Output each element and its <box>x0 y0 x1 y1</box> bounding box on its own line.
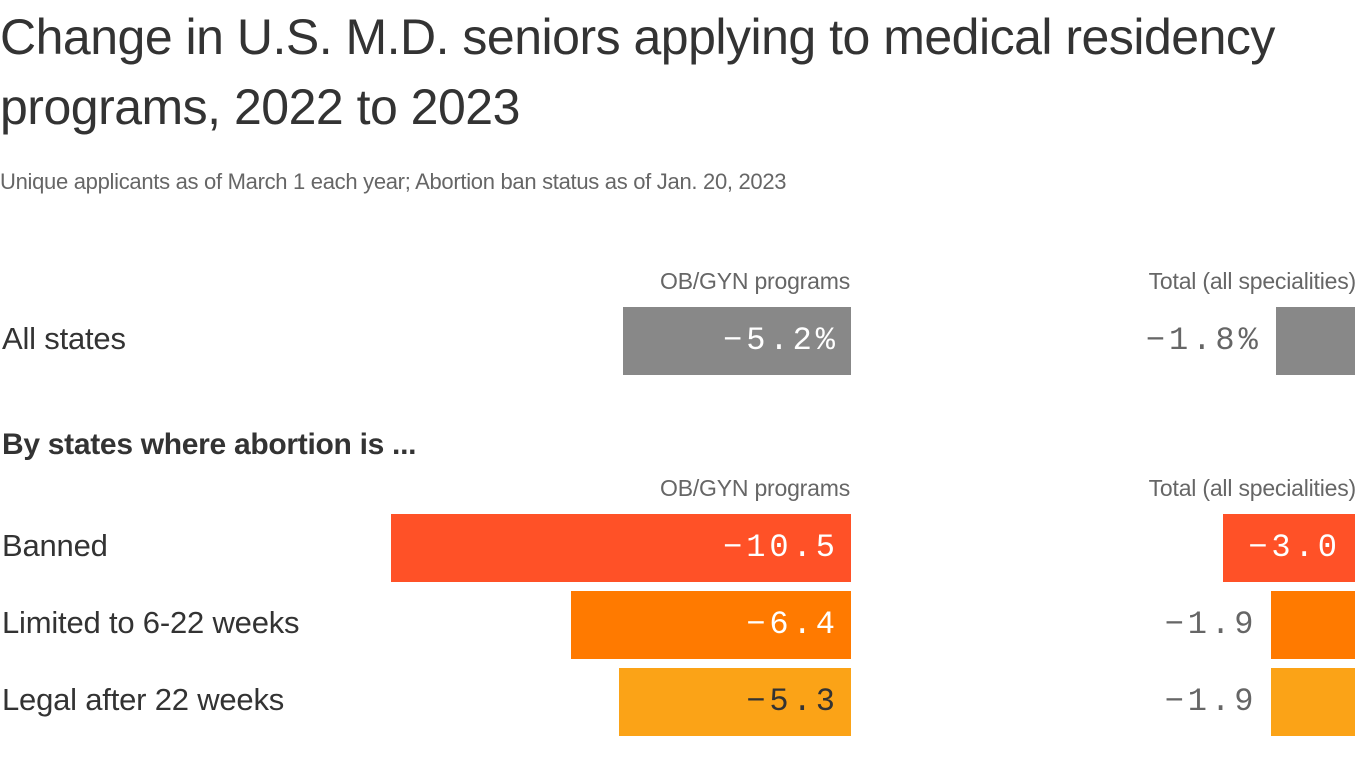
value-label-total-limited-to-6-22-weeks: −1.9 <box>1164 606 1258 643</box>
value-label-total-banned: −3.0 <box>1248 529 1341 566</box>
row-label-legal-after-22-weeks: Legal after 22 weeks <box>2 682 285 717</box>
value-label-total-all-states: −1.8% <box>1145 322 1262 359</box>
value-label-total-legal-after-22-weeks: −1.9 <box>1164 683 1258 720</box>
chart-subtitle: Unique applicants as of March 1 each yea… <box>0 169 787 194</box>
section-heading: By states where abortion is ... <box>2 428 417 461</box>
column-label-obgyn: OB/GYN programs <box>660 475 850 501</box>
value-label-obgyn-limited-to-6-22-weeks: −6.4 <box>746 606 839 643</box>
value-label-obgyn-banned: −10.5 <box>722 529 839 566</box>
column-label-obgyn: OB/GYN programs <box>660 268 850 294</box>
bar-total-banned <box>1223 514 1355 582</box>
row-label-banned: Banned <box>2 528 108 563</box>
chart-title: Change in U.S. M.D. seniors applying to … <box>0 9 1275 135</box>
value-label-obgyn-all-states: −5.2% <box>722 322 839 359</box>
row-label-limited-to-6-22-weeks: Limited to 6-22 weeks <box>2 605 300 640</box>
column-label-total: Total (all specialities) <box>1148 268 1357 294</box>
bar-total-all-states <box>1275 307 1355 375</box>
row-label-all-states: All states <box>2 321 126 356</box>
bar-total-legal-after-22-weeks <box>1271 668 1355 736</box>
bar-obgyn-limited-to-6-22-weeks <box>570 591 851 659</box>
bar-obgyn-all-states <box>623 307 851 375</box>
bar-obgyn-banned <box>391 514 851 582</box>
value-label-obgyn-legal-after-22-weeks: −5.3 <box>746 683 839 720</box>
column-label-total: Total (all specialities) <box>1148 475 1357 501</box>
bar-obgyn-legal-after-22-weeks <box>618 668 851 736</box>
bar-total-limited-to-6-22-weeks <box>1271 591 1355 659</box>
